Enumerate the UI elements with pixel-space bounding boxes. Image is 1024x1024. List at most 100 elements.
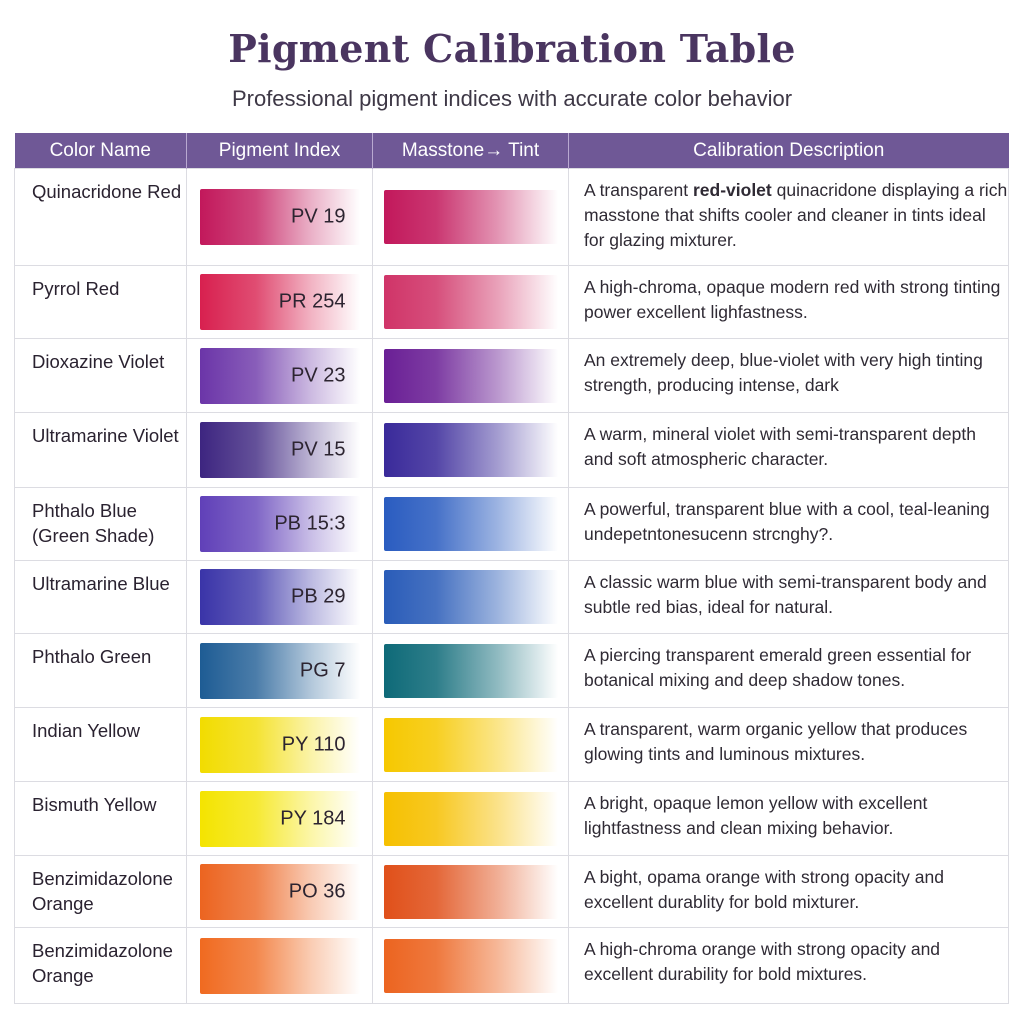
- pigment-index-swatch: PR 254: [199, 274, 360, 330]
- masstone-tint-cell: [372, 168, 569, 266]
- masstone-tint-swatch: [383, 190, 558, 244]
- description-text: A powerful, transparent blue with a cool…: [584, 499, 990, 544]
- description-text: A high-chroma orange with strong opacity…: [584, 939, 941, 984]
- pigment-index-swatch: PO 36: [199, 863, 360, 920]
- masstone-tint-cell: [372, 781, 569, 856]
- table-row: Bismuth Yellow PY 184 A bright, opaque lem…: [14, 781, 1009, 856]
- masstone-tint-cell: [372, 412, 569, 488]
- column-header-color-name: Color Name: [14, 133, 187, 169]
- masstone-tint-cell: [372, 633, 569, 708]
- color-name: Phthalo Blue (Green Shade): [32, 500, 155, 546]
- color-name: Indian Yellow: [32, 720, 141, 741]
- pigment-index-cell: PY 184: [186, 781, 373, 856]
- table-row: Phthalo Green PG 7 A piercing transparent …: [14, 633, 1009, 708]
- pigment-index-cell: PV 15: [186, 412, 373, 488]
- color-name-cell: Benzimidazolone Orange: [14, 927, 187, 1004]
- masstone-tint-cell: [372, 487, 569, 561]
- pigment-index-swatch: PB 15:3: [199, 496, 360, 552]
- color-name-cell: Quinacridone Red: [14, 168, 187, 266]
- pigment-index-swatch: PY 184: [199, 790, 360, 847]
- color-name-cell: Pyrrol Red: [14, 265, 187, 339]
- color-name-cell: Ultramarine Blue: [14, 560, 187, 634]
- pigment-index-swatch: PG 7: [199, 642, 360, 699]
- table-row: Ultramarine Violet PV 15 A warm, mineral v…: [14, 412, 1009, 488]
- page-title: Pigment Calibration Table: [228, 26, 796, 71]
- pigment-index-swatch: PB 29: [199, 569, 360, 625]
- description-text: A warm, mineral violet with semi-transpa…: [584, 424, 976, 469]
- pigment-index-cell: PY 110: [186, 707, 373, 782]
- table-row: Ultramarine Blue PB 29 A classic warm blue…: [14, 560, 1009, 634]
- color-name: Ultramarine Blue: [32, 573, 170, 594]
- color-name-cell: Indian Yellow: [14, 707, 187, 782]
- pigment-index-label: PG 7: [299, 659, 346, 681]
- masstone-tint-swatch: [383, 423, 558, 477]
- masstone-tint-swatch: [383, 348, 558, 403]
- calibration-description: A classic warm blue with semi-transparen…: [568, 560, 1009, 634]
- color-name: Pyrrol Red: [32, 278, 120, 299]
- table-header-row: Color Name Pigment Index Masstone→ Tint …: [14, 133, 1009, 169]
- masstone-tint-swatch: [383, 938, 558, 993]
- page-subtitle: Professional pigment indices with accura…: [231, 86, 793, 111]
- color-name: Ultramarine Violet: [32, 425, 179, 446]
- masstone-tint-cell: [372, 560, 569, 634]
- description-text: An extremely deep, blue-violet with very…: [584, 350, 983, 395]
- table-row: Dioxazine Violet PV 23 An extremely deep, …: [14, 338, 1009, 413]
- pigment-index-label: PV 15: [291, 438, 346, 461]
- masstone-tint-swatch: [383, 275, 558, 329]
- calibration-description: A warm, mineral violet with semi-transpa…: [568, 412, 1009, 488]
- color-name-cell: Benzimidazolone Orange: [14, 855, 187, 928]
- calibration-description: A high-chroma orange with strong opacity…: [568, 927, 1009, 1004]
- table-row: Indian Yellow PY 110 A transparent, warm o…: [14, 707, 1009, 782]
- masstone-tint-swatch: [383, 497, 558, 551]
- description-text: A transparent, warm organic yellow that …: [584, 719, 968, 764]
- color-name-cell: Dioxazine Violet: [14, 338, 187, 413]
- pigment-index-cell: PB 29: [186, 560, 373, 634]
- calibration-description: A bright, opaque lemon yellow with excel…: [568, 781, 1009, 856]
- pigment-index-cell: PV 19: [186, 168, 373, 266]
- column-header-pigment-index: Pigment Index: [186, 133, 373, 169]
- pigment-index-cell: PO 36: [186, 855, 373, 928]
- calibration-description: A bight, opama orange with strong opacit…: [568, 855, 1009, 928]
- pigment-index-label: PB 29: [291, 585, 346, 608]
- description-text: A piercing transparent emerald green ess…: [584, 645, 972, 690]
- table-row: Phthalo Blue (Green Shade) PB 15:3 A power…: [14, 487, 1009, 561]
- description-emphasis: red-violet: [692, 180, 772, 200]
- description-text: A transparent: [584, 180, 693, 200]
- pigment-index-label: PV 23: [291, 364, 346, 386]
- pigment-index-cell: PG 7: [186, 633, 373, 708]
- column-header-masstone-tint: Masstone→ Tint: [372, 133, 569, 169]
- masstone-tint-swatch: [383, 791, 558, 846]
- pigment-index-swatch: PY 110: [199, 716, 360, 773]
- pigment-index-swatch: [199, 937, 360, 994]
- description-text: A high-chroma, opaque modern red with st…: [584, 277, 1001, 322]
- color-name: Benzimidazolone Orange: [32, 868, 173, 914]
- color-name: Bismuth Yellow: [32, 794, 157, 815]
- pigment-index-swatch: PV 23: [199, 347, 360, 404]
- table-row: Pyrrol Red PR 254 A high-chroma, opaque mo…: [14, 265, 1009, 339]
- pigment-index-cell: PB 15:3: [186, 487, 373, 561]
- calibration-description: A powerful, transparent blue with a cool…: [568, 487, 1009, 561]
- masstone-tint-swatch: [383, 864, 558, 919]
- pigment-table: Color Name Pigment Index Masstone→ Tint …: [14, 133, 1009, 1004]
- color-name-cell: Phthalo Blue (Green Shade): [14, 487, 187, 561]
- masstone-tint-swatch: [383, 570, 558, 624]
- table-row: Quinacridone Red PV 19 A transparent red-v…: [14, 168, 1009, 266]
- table-row: Benzimidazolone Orange A high-chroma oran…: [14, 927, 1009, 1004]
- masstone-tint-swatch: [383, 717, 558, 772]
- masstone-tint-cell: [372, 265, 569, 339]
- description-text: A classic warm blue with semi-transparen…: [584, 572, 987, 617]
- pigment-index-cell: PR 254: [186, 265, 373, 339]
- table-row: Benzimidazolone Orange PO 36 A bight, opam…: [14, 855, 1009, 928]
- masstone-tint-cell: [372, 707, 569, 782]
- calibration-description: A transparent red-violet quinacridone di…: [568, 168, 1009, 266]
- description-text: A bright, opaque lemon yellow with excel…: [584, 793, 928, 838]
- pigment-index-label: PV 19: [291, 205, 346, 228]
- color-name-cell: Ultramarine Violet: [14, 412, 187, 488]
- pigment-index-label: PB 15:3: [274, 512, 346, 535]
- column-header-calibration-description: Calibration Description: [568, 133, 1009, 169]
- color-name: Benzimidazolone Orange: [32, 940, 173, 986]
- pigment-index-swatch: PV 19: [199, 189, 360, 245]
- calibration-description: An extremely deep, blue-violet with very…: [568, 338, 1009, 413]
- pigment-index-label: PY 184: [280, 807, 346, 829]
- calibration-description: A transparent, warm organic yellow that …: [568, 707, 1009, 782]
